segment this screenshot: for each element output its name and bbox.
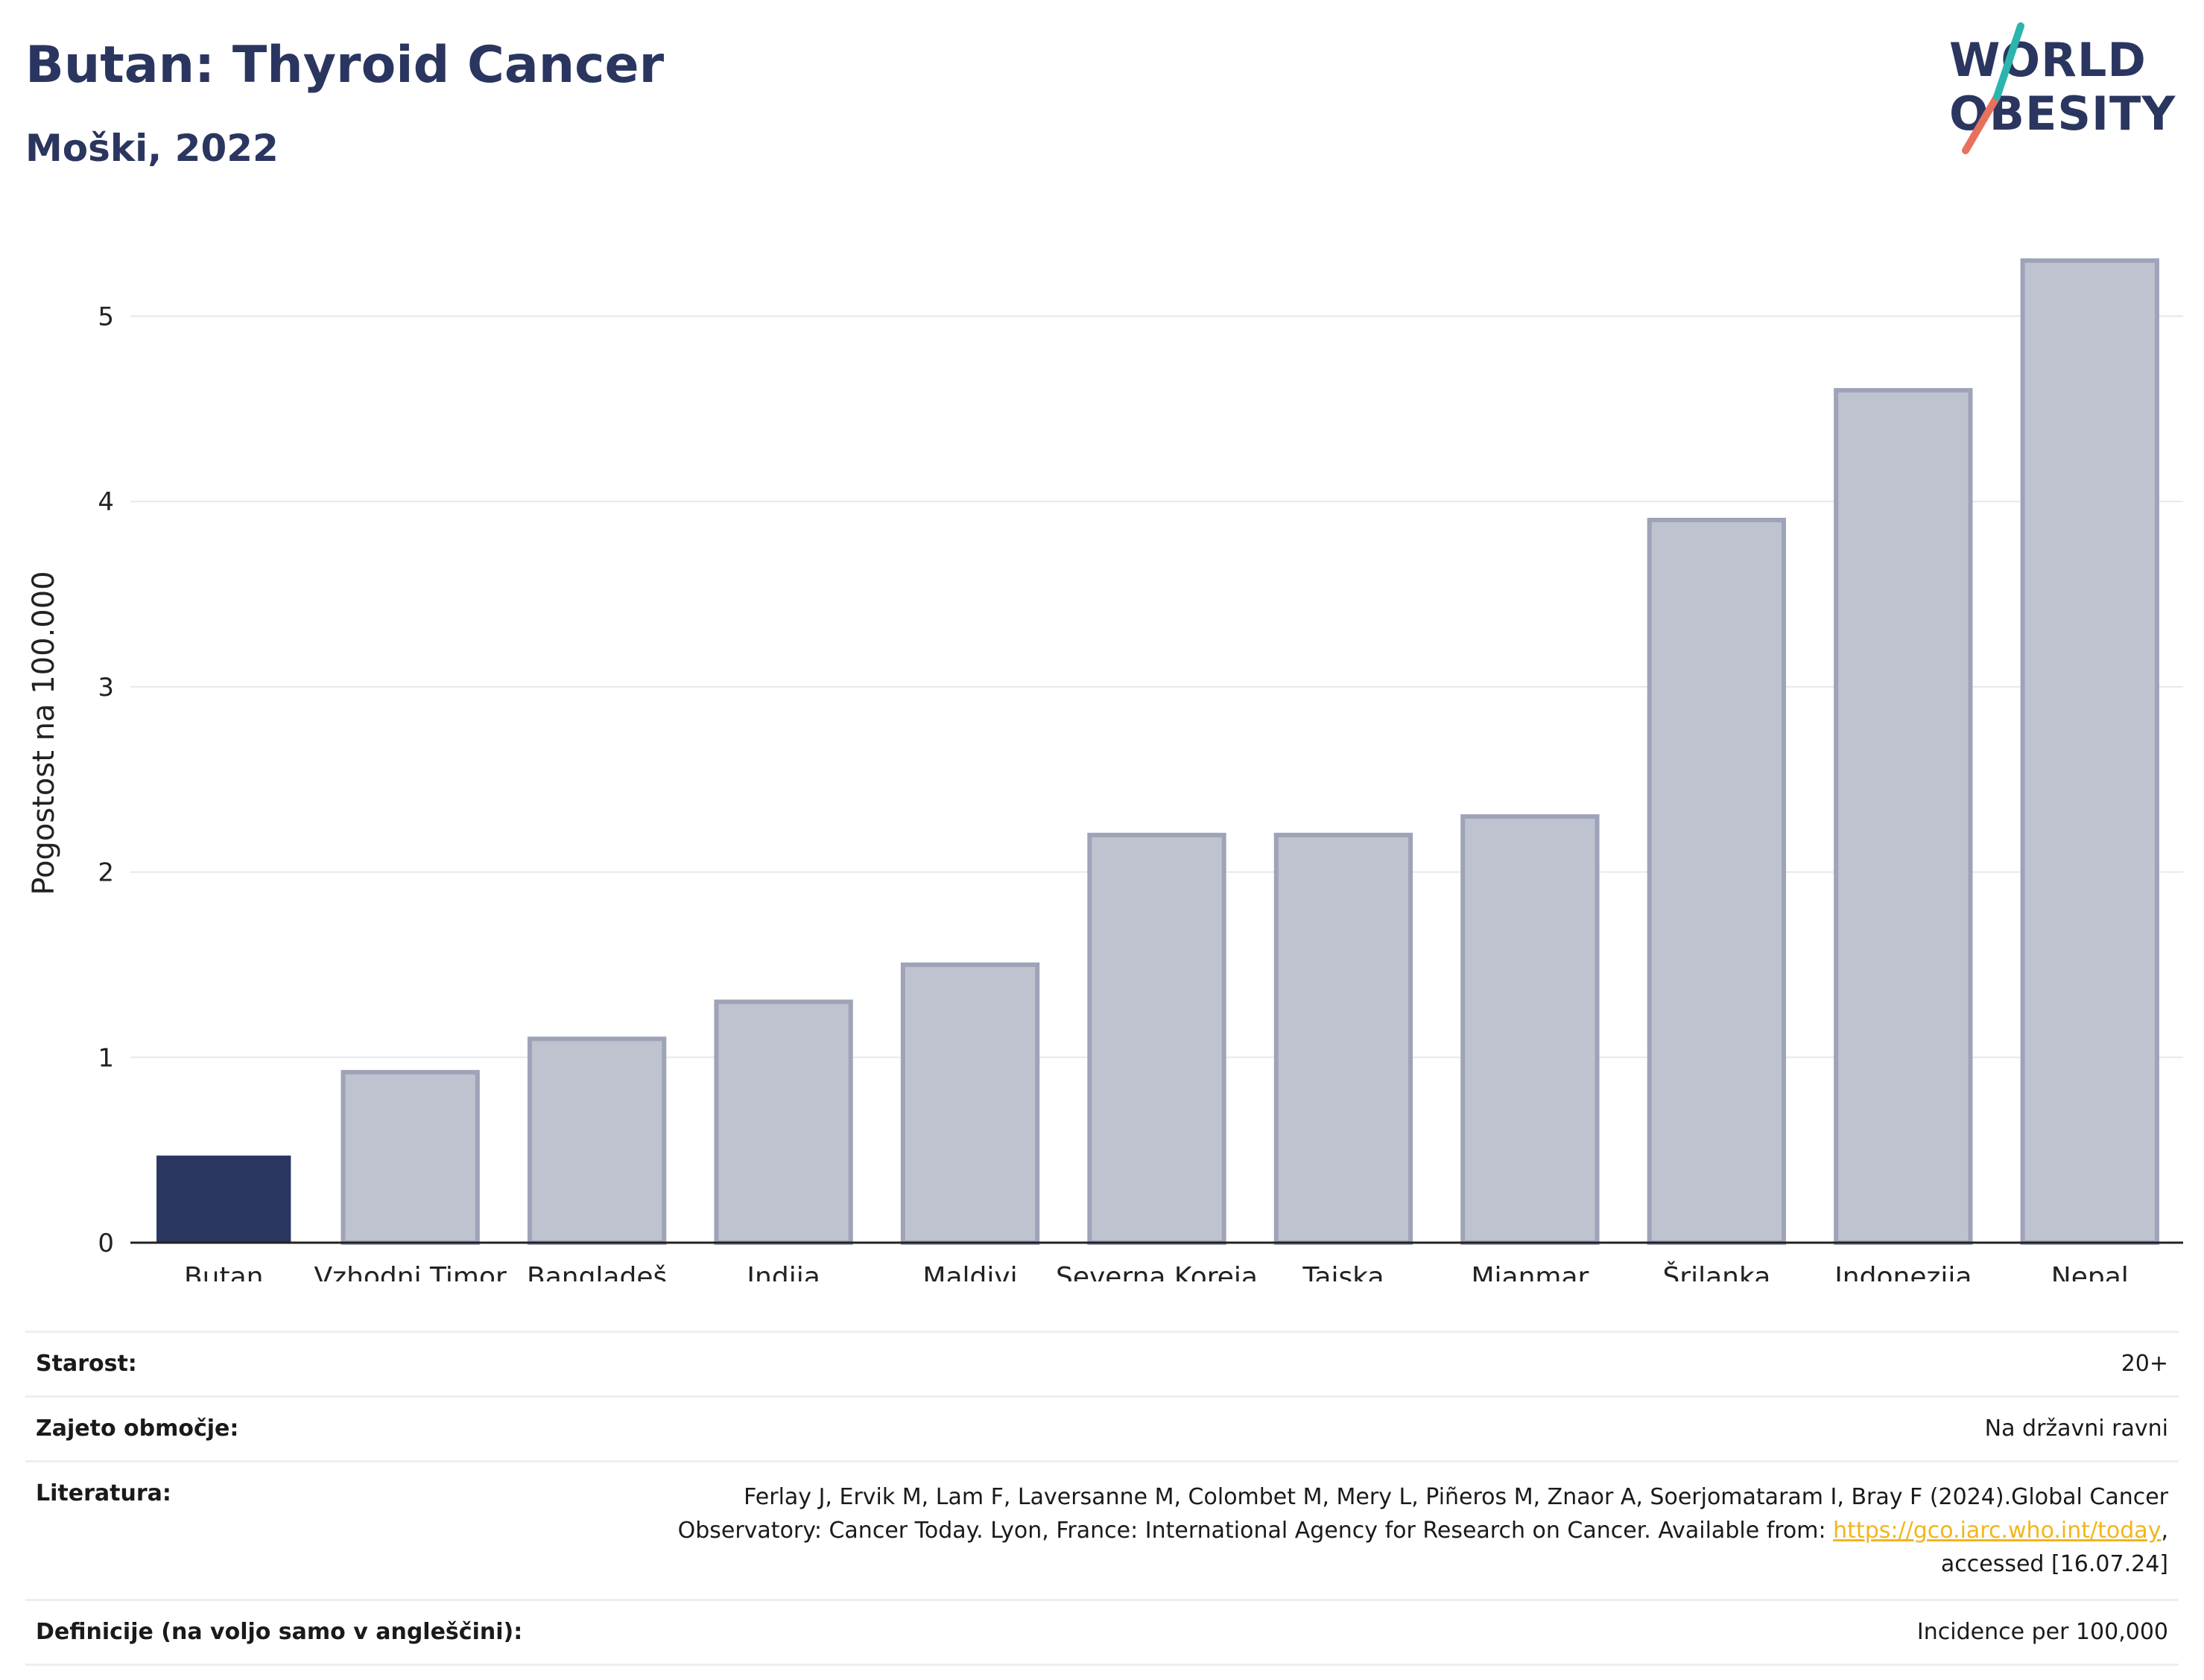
reference-link[interactable]: https://gco.iarc.who.int/today — [1833, 1518, 2162, 1544]
meta-label-age: Starost: — [36, 1351, 137, 1377]
bar-severna-koreja[interactable] — [1087, 832, 1226, 1245]
reference-line-2-suffix: , — [2161, 1518, 2168, 1544]
bar-indonezija[interactable] — [1834, 387, 1973, 1246]
reference-line-2-prefix: Observatory: Cancer Today. Lyon, France:… — [677, 1518, 1834, 1544]
meta-value-age: 20+ — [2121, 1351, 2168, 1377]
meta-value-references: Ferlay J, Ervik M, Lam F, Laversanne M, … — [602, 1480, 2168, 1581]
meta-row-age: Starost: 20+ — [25, 1331, 2179, 1395]
meta-label-references: Literatura: — [36, 1480, 171, 1506]
bar-vzhodni-timor[interactable] — [341, 1070, 480, 1245]
bar-nepal[interactable] — [2020, 258, 2159, 1245]
x-tick-label: Maldivi — [922, 1262, 1017, 1281]
meta-row-definitions: Definicije (na voljo samo v angleščini):… — [25, 1599, 2179, 1666]
meta-row-coverage: Zajeto območje: Na državni ravni — [25, 1395, 2179, 1460]
world-obesity-logo: WORLD OBESITY — [1937, 22, 2191, 156]
y-tick-label: 3 — [98, 673, 114, 703]
y-tick-label: 0 — [98, 1229, 114, 1258]
meta-label-definitions: Definicije (na voljo samo v angleščini): — [36, 1619, 523, 1645]
reference-line-2: Observatory: Cancer Today. Lyon, France:… — [602, 1514, 2168, 1547]
bar-chart: 0 1 2 3 4 5 Pogostost na 100.000 Butan Vzhodni T… — [27, 258, 2183, 1281]
meta-label-coverage: Zajeto območje: — [36, 1416, 239, 1442]
bar-indija[interactable] — [714, 999, 853, 1245]
y-tick-label: 5 — [98, 302, 114, 332]
bar-šrilanka[interactable] — [1647, 517, 1787, 1245]
bar-maldivi[interactable] — [900, 962, 1040, 1245]
x-tick-label: Nepal — [2051, 1262, 2129, 1281]
y-tick-label: 4 — [98, 487, 114, 517]
y-tick-label: 2 — [98, 858, 114, 888]
x-tick-label: Indija — [747, 1262, 820, 1281]
x-tick-label: Bangladeš — [527, 1262, 667, 1281]
x-tick-label: Butan — [184, 1262, 264, 1281]
chart-title: Butan: Thyroid Cancer — [25, 36, 665, 95]
bar-tajska[interactable] — [1273, 832, 1413, 1245]
x-tick-label: Severna Koreja — [1056, 1262, 1258, 1281]
x-tick-label: Indonezija — [1834, 1262, 1972, 1281]
meta-value-coverage: Na državni ravni — [1984, 1416, 2168, 1442]
chart-subtitle: Moški, 2022 — [25, 127, 279, 170]
bar-butan[interactable] — [156, 1156, 291, 1243]
meta-value-definitions: Incidence per 100,000 — [1916, 1619, 2168, 1645]
reference-line-1: Ferlay J, Ervik M, Lam F, Laversanne M, … — [744, 1484, 2168, 1510]
logo-slash-icon — [1962, 22, 2024, 154]
x-tick-label: Mjanmar — [1471, 1262, 1589, 1281]
bar-bangladeš[interactable] — [527, 1036, 667, 1246]
x-tick-label: Šrilanka — [1662, 1261, 1770, 1281]
metadata-table: Starost: 20+ Zajeto območje: Na državni … — [25, 1331, 2179, 1666]
reference-line-3: accessed [16.07.24] — [1940, 1551, 2168, 1577]
bar-mjanmar[interactable] — [1460, 814, 1600, 1245]
meta-row-references: Literatura: Ferlay J, Ervik M, Lam F, La… — [25, 1460, 2179, 1599]
x-tick-label: Vzhodni Timor — [314, 1262, 507, 1281]
x-tick-label: Tajska — [1302, 1262, 1384, 1281]
logo-text-world: WORLD — [1949, 33, 2147, 87]
y-tick-label: 1 — [98, 1043, 114, 1073]
y-axis-label: Pogostost na 100.000 — [27, 571, 61, 895]
